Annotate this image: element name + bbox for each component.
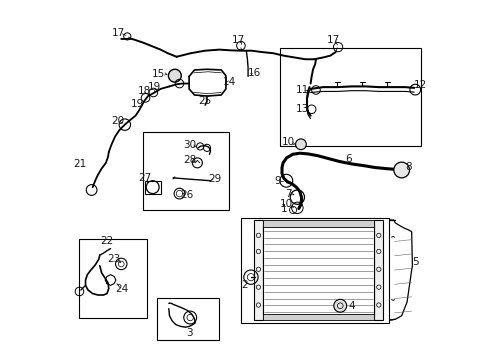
Text: 22: 22 (100, 237, 113, 247)
Text: 16: 16 (247, 68, 261, 78)
Text: 19: 19 (130, 99, 143, 109)
Text: 29: 29 (208, 174, 222, 184)
Text: 10: 10 (281, 138, 294, 148)
Text: 9: 9 (273, 176, 280, 186)
Bar (241, 217, 388, 323)
Bar (373, 220, 382, 320)
Text: 30: 30 (183, 140, 196, 150)
Circle shape (393, 162, 408, 178)
Text: 17: 17 (326, 35, 339, 45)
Bar (263, 220, 373, 227)
Text: 17: 17 (112, 28, 125, 38)
Text: 19: 19 (147, 82, 161, 92)
Text: 14: 14 (223, 77, 236, 87)
Bar (280, 48, 421, 146)
Text: 10: 10 (280, 199, 293, 209)
Text: 12: 12 (413, 80, 427, 90)
Text: 23: 23 (107, 254, 121, 264)
Text: 13: 13 (296, 104, 309, 114)
Text: 21: 21 (73, 159, 87, 169)
Text: 5: 5 (412, 257, 418, 267)
Text: 15: 15 (152, 68, 165, 78)
Text: 6: 6 (344, 154, 351, 163)
Text: 17: 17 (231, 35, 244, 45)
Text: 18: 18 (138, 86, 151, 96)
Bar (145, 181, 160, 194)
Text: 26: 26 (181, 190, 194, 200)
Text: 2: 2 (241, 280, 247, 291)
Text: 11: 11 (295, 85, 308, 95)
Text: 20: 20 (111, 116, 124, 126)
Text: 1: 1 (280, 204, 286, 214)
Bar (142, 132, 229, 210)
Text: 8: 8 (405, 162, 411, 172)
Bar (157, 298, 219, 340)
Bar (263, 314, 373, 320)
Bar (263, 225, 373, 315)
Bar (80, 239, 147, 318)
Circle shape (295, 139, 305, 150)
Text: 28: 28 (183, 156, 197, 165)
Text: 24: 24 (116, 284, 129, 294)
Text: 7: 7 (284, 189, 291, 199)
Circle shape (168, 69, 181, 82)
Text: 4: 4 (347, 301, 354, 311)
Circle shape (333, 299, 346, 312)
Text: 3: 3 (185, 328, 192, 338)
Text: 25: 25 (198, 96, 211, 107)
Text: 27: 27 (138, 173, 151, 183)
Bar (254, 220, 263, 320)
